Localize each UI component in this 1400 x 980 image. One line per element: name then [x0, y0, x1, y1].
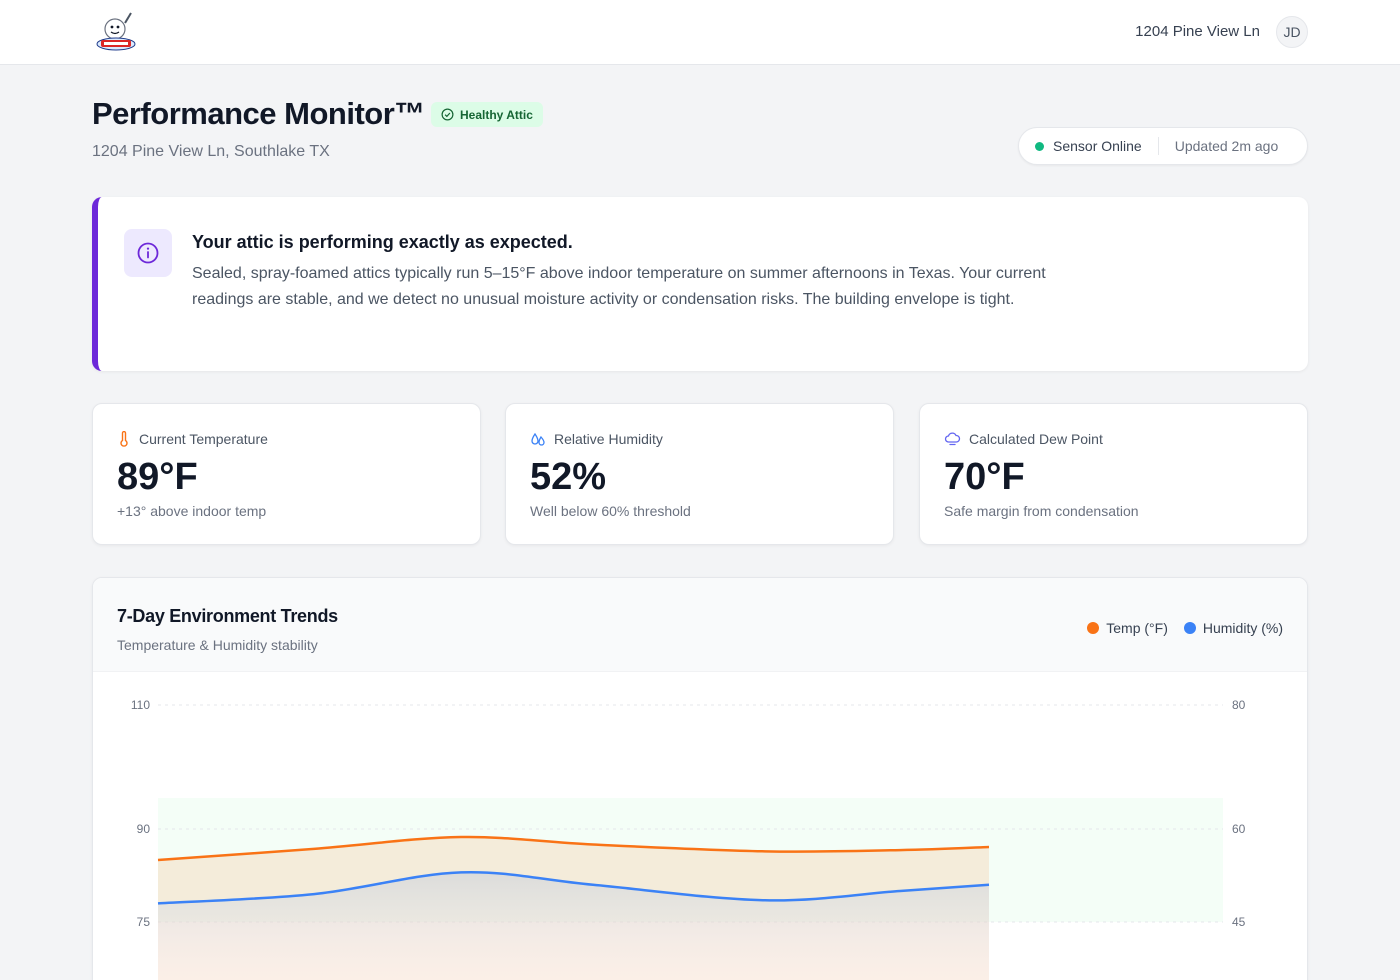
legend-dot-icon: [1183, 622, 1196, 634]
page-title: Performance Monitor™: [92, 96, 425, 131]
chart-title: 7-Day Environment Trends: [117, 606, 338, 626]
status-dot-icon: [1035, 141, 1044, 151]
chart-legend: Temp (°F) Humidity (%): [1087, 620, 1283, 636]
legend-label: Humidity (%): [1202, 620, 1283, 636]
cloud-icon: [944, 432, 961, 446]
check-circle-icon: [441, 108, 454, 121]
temp-line: [157, 835, 990, 862]
divider: [1157, 137, 1159, 155]
y-axis-left-tick: 110: [131, 698, 150, 712]
top-bar: 1204 Pine View Ln JD: [0, 0, 1400, 65]
humidity-line: [157, 870, 990, 905]
page-address: 1204 Pine View Ln, Southlake TX: [92, 143, 330, 160]
humidity-value: 52%: [530, 456, 607, 498]
dew-point-note: Safe margin from condensation: [944, 503, 1139, 519]
sensor-status-pill: Sensor Online Updated 2m ago: [1018, 127, 1308, 165]
card-label: Calculated Dew Point: [944, 431, 1103, 447]
dew-point-value: 70°F: [944, 456, 1025, 498]
y-axis-right-tick: 60: [1232, 822, 1246, 836]
card-label: Relative Humidity: [530, 431, 663, 447]
trend-chart: 110 80 90 60 75 45: [131, 698, 1246, 980]
temperature-value: 89°F: [117, 456, 198, 498]
humidity-label: Relative Humidity: [554, 431, 663, 447]
legend-item-humidity[interactable]: Humidity (%): [1183, 620, 1283, 636]
dew-point-label: Calculated Dew Point: [969, 431, 1103, 447]
y-axis-right-tick: 45: [1232, 915, 1246, 929]
badge-label: Healthy Attic: [460, 107, 533, 122]
temperature-card: Current Temperature 89°F +13° above indo…: [92, 403, 481, 545]
alert-body: Sealed, spray-foamed attics typically ru…: [192, 265, 1046, 308]
thermometer-icon: [120, 431, 128, 447]
humidity-note: Well below 60% threshold: [530, 503, 691, 519]
legend-label: Temp (°F): [1106, 620, 1168, 636]
info-icon: [137, 242, 159, 264]
humidity-card: Relative Humidity 52% Well below 60% thr…: [505, 403, 894, 545]
sensor-status: Sensor Online: [1053, 138, 1142, 154]
dew-point-card: Calculated Dew Point 70°F Safe margin fr…: [919, 403, 1308, 545]
header-address: 1204 Pine View Ln: [1135, 23, 1260, 40]
alert-title: Your attic is performing exactly as expe…: [192, 232, 573, 252]
logo[interactable]: [95, 9, 137, 53]
avatar[interactable]: JD: [1276, 16, 1308, 48]
y-axis-left-tick: 90: [137, 822, 151, 836]
chart-subtitle: Temperature & Humidity stability: [117, 637, 318, 653]
info-alert: Your attic is performing exactly as expe…: [92, 197, 1308, 371]
legend-item-temp[interactable]: Temp (°F): [1087, 620, 1168, 636]
trends-chart-card: 7-Day Environment Trends Temperature & H…: [92, 577, 1308, 980]
legend-dot-icon: [1087, 622, 1100, 634]
temperature-label: Current Temperature: [139, 431, 268, 447]
last-updated: Updated 2m ago: [1174, 138, 1279, 154]
chart-header: 7-Day Environment Trends Temperature & H…: [93, 578, 1307, 672]
y-axis-left-tick: 75: [137, 915, 151, 929]
humidity-area: [158, 872, 989, 980]
card-label: Current Temperature: [117, 431, 268, 447]
droplets-icon: [531, 432, 545, 446]
y-axis-right-tick: 80: [1232, 698, 1246, 712]
temperature-note: +13° above indoor temp: [117, 503, 267, 519]
alert-icon-box: [124, 229, 172, 277]
status-badge: Healthy Attic: [431, 102, 543, 127]
